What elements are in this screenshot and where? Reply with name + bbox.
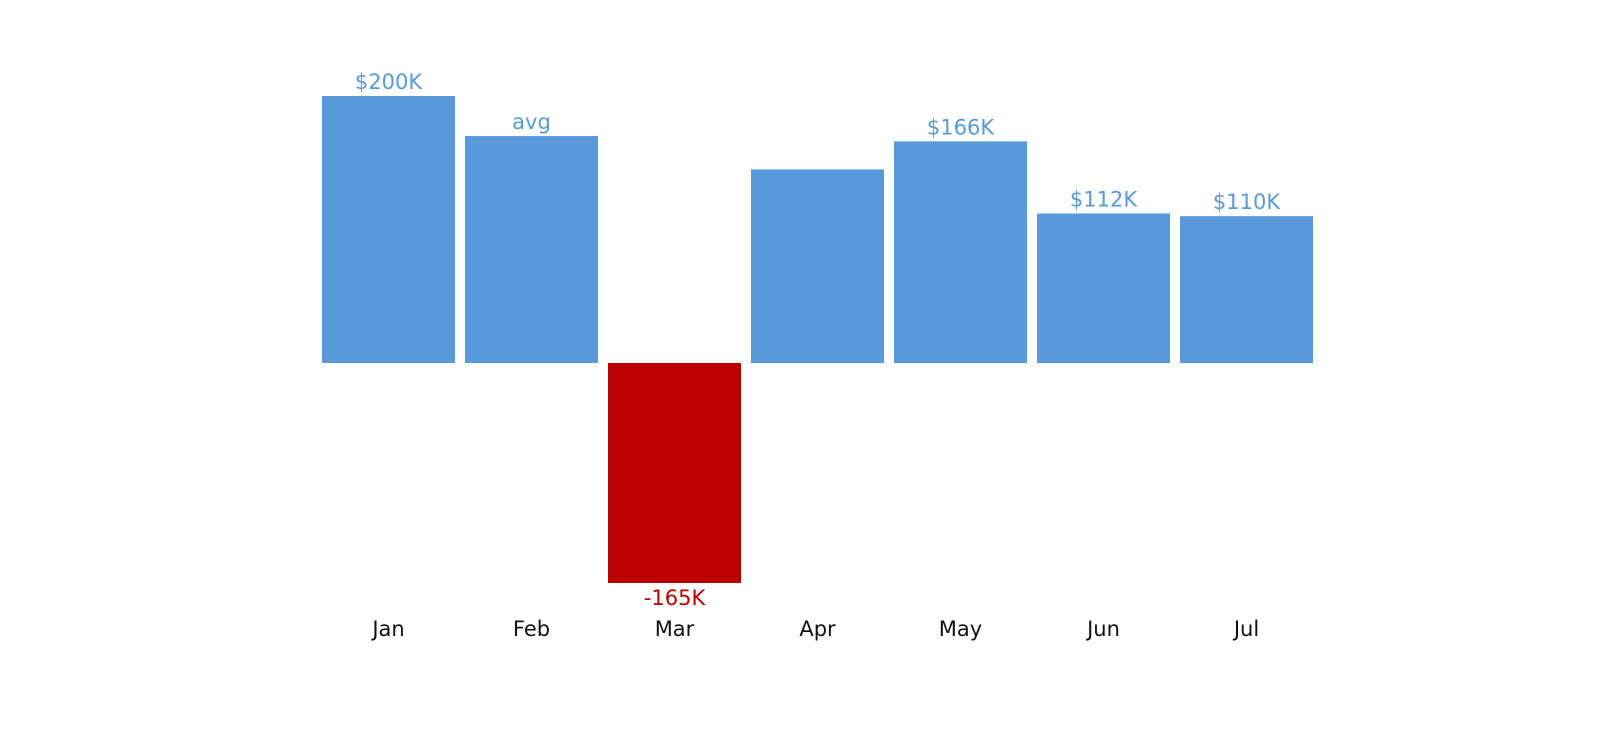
- bar-feb: [465, 136, 598, 363]
- data-label-may: $166K: [927, 115, 995, 139]
- bar-mar: [608, 363, 741, 583]
- x-tick-label-jun: Jun: [1085, 617, 1120, 641]
- data-label-jun: $112K: [1070, 187, 1138, 211]
- x-tick-label-feb: Feb: [513, 617, 550, 641]
- data-label-feb: avg: [512, 110, 551, 134]
- data-label-jul: $110K: [1213, 190, 1281, 214]
- data-labels-layer: $200K avg -165K $166K $112K $110K: [355, 70, 1281, 610]
- bar-jul: [1180, 216, 1313, 363]
- x-tick-label-jul: Jul: [1232, 617, 1259, 641]
- bar-apr: [751, 169, 884, 363]
- x-tick-label-mar: Mar: [655, 617, 695, 641]
- x-axis-tick-labels: Jan Feb Mar Apr May Jun Jul: [370, 617, 1259, 641]
- data-label-mar: -165K: [644, 586, 707, 610]
- x-tick-label-may: May: [939, 617, 982, 641]
- x-tick-label-apr: Apr: [799, 617, 836, 641]
- bar-jan: [322, 96, 455, 363]
- x-tick-label-jan: Jan: [370, 617, 404, 641]
- bars-layer: [322, 96, 1313, 583]
- data-label-jan: $200K: [355, 70, 423, 94]
- bar-jun: [1037, 213, 1170, 363]
- bar-may: [894, 141, 1027, 363]
